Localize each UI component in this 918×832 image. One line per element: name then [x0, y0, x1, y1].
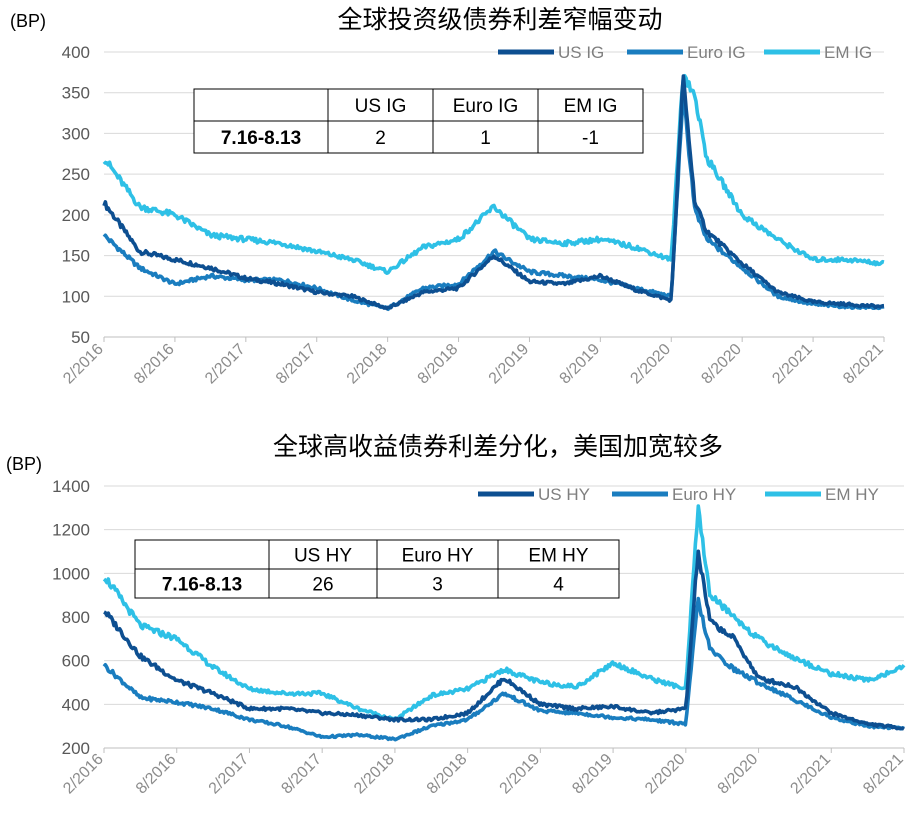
chart-2: 全球高收益债券利差分化，美国加宽较多 (BP) 200 400 600 800 1000 12… — [6, 432, 907, 797]
x-tick-label: 2/2017 — [202, 341, 249, 388]
chart-title: 全球高收益债券利差分化，美国加宽较多 — [273, 432, 723, 461]
x-tick-label: 8/2020 — [715, 751, 762, 798]
table-header-cell: Euro IG — [453, 96, 518, 117]
table-value-cell: -1 — [582, 128, 599, 149]
summary-table: 7.16-8.13 US IG 2 Euro IG 1 EM IG -1 — [193, 88, 644, 154]
summary-table: 7.16-8.13 US HY 26 Euro HY 3 EM HY 4 — [134, 539, 620, 599]
table-value-cell: 1 — [480, 128, 491, 149]
series-line-em-ig — [102, 74, 885, 275]
legend-entry: Euro IG — [687, 43, 746, 62]
y-axis-unit: (BP) — [10, 11, 46, 31]
series-line-us-hy — [103, 549, 905, 731]
y-tick-label: 400 — [62, 43, 90, 62]
y-tick-label: 400 — [62, 695, 90, 714]
x-tick-label: 2/2019 — [497, 751, 544, 798]
legend-entry: EM HY — [825, 485, 879, 504]
x-tick-label: 8/2018 — [424, 751, 471, 798]
x-tick-label: 2/2017 — [206, 751, 253, 798]
x-tick-label: 8/2020 — [698, 341, 745, 388]
legend-entry: Euro HY — [672, 485, 736, 504]
table-header-cell: EM IG — [564, 96, 618, 117]
y-tick-label: 250 — [62, 165, 90, 184]
series-line-euro-hy — [102, 596, 905, 742]
x-tick-label: 8/2016 — [133, 751, 180, 798]
x-tick-label: 2/2018 — [351, 751, 398, 798]
y-tick-label: 350 — [62, 84, 90, 103]
y-tick-label: 1000 — [52, 564, 90, 583]
x-tick-label: 2/2018 — [344, 341, 391, 388]
table-value-cell: 7.16-8.13 — [162, 575, 242, 596]
table-header-cell: EM HY — [528, 546, 589, 567]
x-tick-label: 2/2021 — [787, 751, 834, 798]
y-tick-label: 600 — [62, 652, 90, 671]
y-tick-label: 800 — [62, 608, 90, 627]
table-value-cell: 2 — [375, 128, 386, 149]
x-tick-label: 8/2021 — [840, 341, 887, 388]
table-value-cell: 4 — [553, 575, 564, 596]
y-axis-unit: (BP) — [6, 454, 42, 474]
x-tick-label: 8/2019 — [569, 751, 616, 798]
x-tick-label: 8/2019 — [557, 341, 604, 388]
table-header-cell: Euro HY — [402, 546, 474, 567]
table-value-cell: 7.16-8.13 — [221, 128, 301, 149]
x-tick-label: 2/2019 — [486, 341, 533, 388]
y-tick-label: 1400 — [52, 477, 90, 496]
series-line-em-hy — [102, 504, 906, 721]
x-tick-label: 2/2020 — [642, 751, 689, 798]
x-tick-label: 2/2021 — [769, 341, 816, 388]
x-tick-label: 2/2020 — [627, 341, 674, 388]
legend-entry: US IG — [558, 43, 604, 62]
y-tick-label: 200 — [62, 206, 90, 225]
legend-entry: US HY — [538, 485, 590, 504]
x-tick-label: 8/2017 — [273, 341, 320, 388]
x-tick-label: 8/2017 — [278, 751, 325, 798]
table-header-cell: US HY — [294, 546, 352, 567]
x-tick-label: 8/2016 — [131, 341, 178, 388]
y-tick-label: 50 — [71, 328, 90, 347]
x-tick-label: 8/2018 — [415, 341, 462, 388]
table-value-cell: 26 — [312, 575, 333, 596]
x-tick-label: 2/2016 — [60, 341, 107, 388]
y-tick-label: 200 — [62, 739, 90, 758]
x-tick-label: 8/2021 — [860, 751, 907, 798]
y-tick-label: 150 — [62, 247, 90, 266]
y-tick-label: 1200 — [52, 521, 90, 540]
y-tick-label: 100 — [62, 287, 90, 306]
legend-entry: EM IG — [824, 43, 872, 62]
chart-title: 全球投资级债券利差窄幅变动 — [337, 5, 662, 34]
table-header-cell: US IG — [355, 96, 407, 117]
table-value-cell: 3 — [432, 575, 443, 596]
chart-1: 全球投资级债券利差窄幅变动 (BP) 50 100 150 200 250 300 350 400… — [10, 5, 887, 387]
y-tick-label: 300 — [62, 124, 90, 143]
series-line-us-ig — [102, 74, 885, 311]
